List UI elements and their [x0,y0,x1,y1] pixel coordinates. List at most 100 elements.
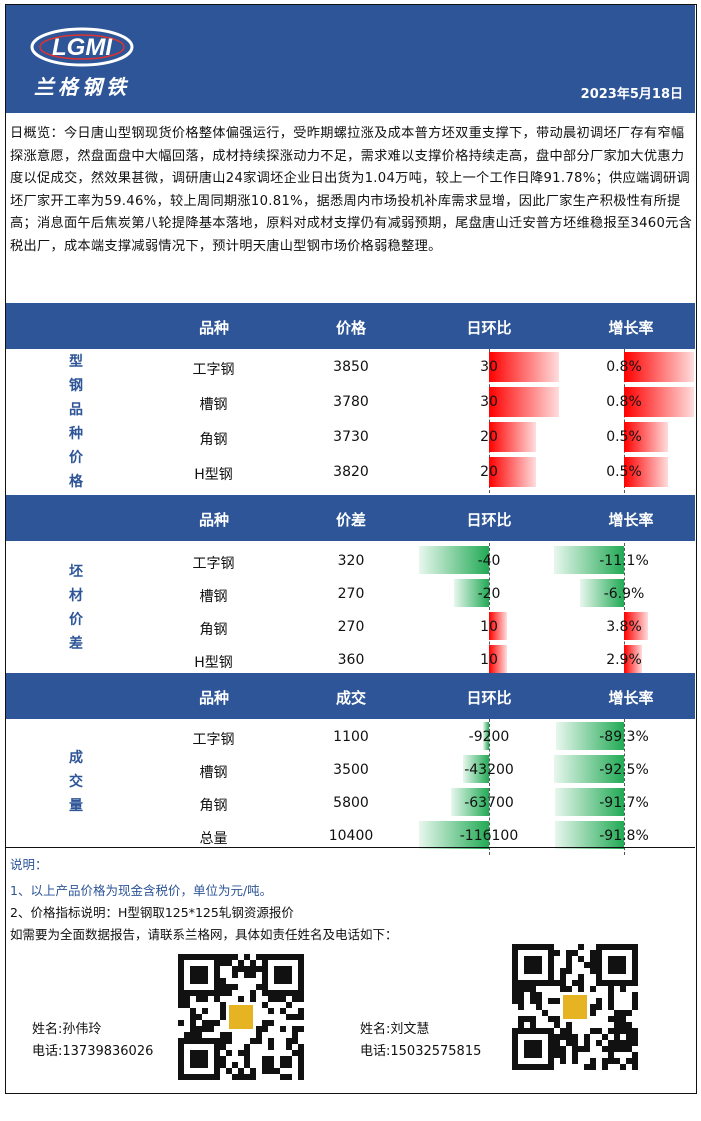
rate-label: 3.8% [606,619,642,635]
column-header: 品种 [198,511,229,529]
row-value: 3780 [333,394,369,410]
column-header: 增长率 [608,319,654,337]
rate-label: 0.8% [606,359,642,375]
change-bar [419,546,489,574]
row-name: H型钢 [194,655,233,671]
change-bar [483,722,489,750]
section-1-header-band: 品种 价差 日环比 增长率 [6,495,695,541]
row-name: H型钢 [194,467,233,483]
change-label: 10 [480,652,498,668]
rate-label: -11.1% [599,553,649,569]
column-header: 增长率 [608,689,654,707]
rate-label: 0.5% [606,429,642,445]
change-label: -63700 [464,795,514,811]
change-bar [489,352,559,382]
change-label: -40 [477,553,501,569]
change-bar [419,821,489,849]
row-value: 360 [337,652,365,668]
row-value: 3500 [333,762,369,778]
row-value: 1100 [333,729,369,745]
notes-line-2: 2、价格指标说明：H型钢取125*125轧钢资源报价 [10,905,294,920]
rate-label: 2.9% [606,652,642,668]
change-axis [489,719,490,855]
section-0-side-label: 型钢品种价格 [69,354,83,490]
notes-title: 说明： [10,857,48,872]
row-name: 角钢 [199,622,228,638]
rate-bar [554,755,624,783]
change-bar [489,457,536,487]
change-label: -43200 [464,762,514,778]
rate-label: -91.7% [599,795,649,811]
rate-label: -89.3% [599,729,649,745]
change-bar [450,788,489,816]
rate-bar [556,722,624,750]
row-value: 270 [337,586,365,602]
column-header: 增长率 [608,511,654,529]
change-label: -9200 [468,729,510,745]
svg-text:LGMI: LGMI [52,34,113,61]
row-name: 工字钢 [192,362,235,378]
column-header: 日环比 [466,511,512,529]
column-header: 价差 [335,511,366,529]
row-name: 槽钢 [199,765,228,781]
change-bar [489,387,559,417]
change-label: -20 [477,586,501,602]
change-axis [489,543,490,679]
rate-axis [624,349,625,493]
rate-bar [624,387,694,417]
qr-code-1 [178,954,304,1080]
rate-label: -91.8% [599,828,649,844]
section-1-side-label: 坯材价差 [69,564,83,652]
section-0-header-band: 品种 价格 日环比 增长率 [6,303,695,349]
change-bar [489,612,507,640]
notes-line-3: 如需要为全面数据报告，请联系兰格网，具体如责任姓名及电话如下： [10,927,398,942]
change-label: 20 [480,429,498,445]
change-label: 20 [480,464,498,480]
row-name: 工字钢 [192,556,235,572]
row-value: 3730 [333,429,369,445]
row-name: 角钢 [199,798,228,814]
row-name: 工字钢 [192,732,235,748]
rate-label: 0.8% [606,394,642,410]
row-name: 槽钢 [199,397,228,413]
section-2-header-band: 品种 成交 日环比 增长率 [6,673,695,719]
column-header: 价格 [335,319,366,337]
rate-label: -6.9% [603,586,645,602]
change-bar [454,579,489,607]
change-bar [489,422,536,452]
section-2-side-label: 成交量 [69,750,83,814]
daily-summary: 日概览：今日唐山型钢现货价格整体偏强运行，受昨期螺拉涨及成本普方坯双重支撑下，带… [10,126,693,254]
row-value: 5800 [333,795,369,811]
change-axis [489,349,490,493]
column-header: 日环比 [466,689,512,707]
rate-bar [580,579,624,607]
change-label: -116100 [459,828,519,844]
notes-line-1: 1、以上产品价格为现金含税价，单位为元/吨。 [10,883,273,898]
contact-2-phone: 电话:15032575815 [360,1044,482,1059]
rate-bar [624,645,643,673]
notes-section: 说明： 1、以上产品价格为现金含税价，单位为元/吨。 2、价格指标说明：H型钢取… [6,847,695,1080]
contact-1-name: 姓名:孙伟玲 [32,1022,102,1037]
row-value: 10400 [328,828,374,844]
rate-axis [624,543,625,679]
rate-bar [624,457,668,487]
rate-bar [624,422,668,452]
change-label: 30 [480,394,498,410]
rate-label: -92.5% [599,762,649,778]
column-header: 品种 [198,689,229,707]
row-value: 3850 [333,359,369,375]
row-value: 320 [337,553,365,569]
column-header: 品种 [198,319,229,337]
row-name: 角钢 [199,432,228,448]
change-bar [489,645,507,673]
rate-bar [554,788,624,816]
change-label: 10 [480,619,498,635]
rate-bar [624,612,648,640]
report-date: 2023年5月18日 [580,87,683,102]
column-header: 日环比 [466,319,512,337]
contact-2-name: 姓名:刘文慧 [360,1022,430,1037]
change-bar [462,755,489,783]
rate-bar [624,352,694,382]
column-header: 成交 [335,689,366,707]
rate-bar [554,821,624,849]
